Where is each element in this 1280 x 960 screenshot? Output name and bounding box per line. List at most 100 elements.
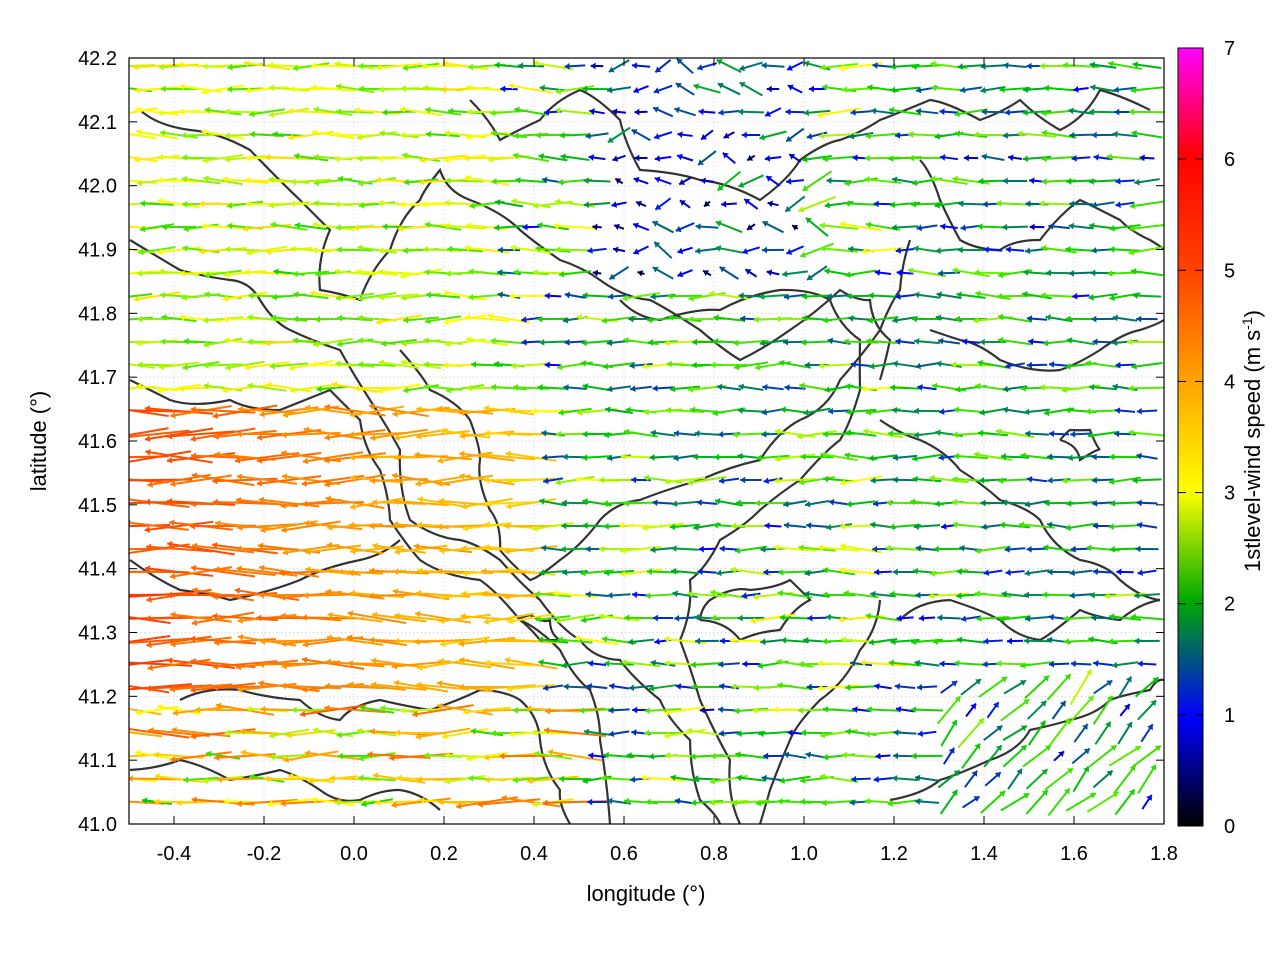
- wind-vector-head: [802, 155, 808, 163]
- wind-vector-head: [940, 223, 946, 230]
- wind-vector-head: [744, 199, 751, 205]
- wind-vector-head: [170, 572, 176, 580]
- wind-vector-head: [582, 454, 588, 461]
- wind-vector-head: [973, 317, 979, 324]
- wind-vector-head: [316, 385, 322, 393]
- wind-vector: [258, 498, 320, 508]
- wind-vector-head: [866, 409, 872, 416]
- wind-vector-head: [821, 799, 827, 807]
- wind-vector-head: [179, 314, 185, 321]
- wind-vector-head: [732, 431, 738, 438]
- wind-vector-head: [1041, 789, 1048, 796]
- wind-vector: [1129, 224, 1164, 231]
- wind-vector-head: [1110, 500, 1116, 507]
- wind-vector-head: [459, 683, 465, 691]
- wind-vector-head: [301, 614, 307, 621]
- wind-vector: [843, 340, 879, 344]
- wind-vector-head: [157, 197, 163, 205]
- wind-vector-head: [1088, 178, 1094, 185]
- wind-vector-head: [1114, 108, 1120, 116]
- wind-vector-head: [414, 638, 420, 646]
- wind-vector-head: [1150, 764, 1157, 771]
- wind-vector-head: [236, 663, 242, 671]
- wind-vector-head: [1069, 569, 1075, 577]
- wind-vector-head: [160, 338, 166, 346]
- wind-vector-head: [975, 290, 981, 298]
- wind-vector-head: [118, 84, 123, 91]
- wind-vector-head: [606, 339, 613, 347]
- wind-vector-head: [973, 131, 979, 139]
- wind-vector-head: [118, 294, 123, 301]
- wind-vector-head: [828, 498, 835, 506]
- wind-vector-head: [204, 291, 210, 298]
- wind-vector-head: [304, 404, 311, 412]
- wind-vector-head: [146, 641, 152, 649]
- wind-vector-head: [633, 176, 640, 184]
- wind-vector: [477, 798, 541, 806]
- wind-vector-head: [1069, 592, 1075, 599]
- wind-vector-head: [462, 524, 468, 532]
- wind-vector-head: [326, 634, 333, 642]
- wind-vector-head: [99, 664, 104, 671]
- wind-vector-head: [719, 682, 725, 690]
- wind-vector-head: [190, 435, 197, 443]
- wind-vector-head: [280, 800, 286, 807]
- wind-vector: [335, 84, 375, 94]
- wind-vector-head: [459, 472, 465, 480]
- wind-vector-head: [998, 313, 1004, 321]
- wind-vector-head: [760, 546, 766, 553]
- wind-vector-head: [249, 773, 256, 781]
- wind-vector: [438, 659, 492, 669]
- wind-vector-head: [222, 386, 228, 394]
- wind-vector-head: [509, 292, 515, 300]
- y-tick-label: 41.6: [78, 431, 117, 453]
- wind-vector-head: [1128, 384, 1134, 392]
- wind-vector-head: [1020, 452, 1026, 460]
- wind-vector-head: [1136, 521, 1143, 529]
- wind-vector-head: [179, 269, 185, 277]
- wind-vector-head: [1069, 131, 1075, 139]
- wind-vector-head: [166, 497, 173, 505]
- wind-vector: [537, 386, 569, 390]
- wind-vector-head: [376, 64, 382, 71]
- wind-vector: [889, 592, 921, 598]
- wind-vector: [133, 291, 181, 301]
- wind-vector-head: [999, 86, 1005, 94]
- wind-vector-head: [140, 200, 146, 207]
- wind-vector-head: [1089, 222, 1095, 230]
- wind-vector-head: [1025, 430, 1031, 438]
- wind-vector-head: [1108, 478, 1115, 486]
- wind-vector-head: [399, 201, 405, 209]
- wind-vector-head: [555, 478, 562, 486]
- wind-vector-head: [324, 403, 330, 411]
- wind-vector-head: [203, 175, 209, 183]
- wind-vector-head: [182, 244, 188, 252]
- wind-vector-head: [873, 500, 879, 507]
- wind-vector-head: [677, 247, 684, 255]
- terrain-contour-line: [129, 379, 612, 824]
- wind-vector-head: [264, 339, 270, 347]
- wind-vector: [822, 568, 856, 576]
- wind-vector-head: [1041, 769, 1048, 776]
- wind-vector: [1114, 788, 1136, 816]
- wind-vector: [402, 62, 440, 70]
- wind-vector-head: [930, 175, 936, 183]
- wind-vector-head: [423, 337, 429, 344]
- wind-vector-head: [1129, 765, 1136, 772]
- wind-vector-head: [917, 384, 923, 391]
- wind-vector: [129, 661, 193, 667]
- wind-vector-head: [484, 429, 490, 437]
- wind-vector-head: [875, 752, 881, 760]
- wind-vector-head: [415, 590, 421, 597]
- wind-vector-head: [464, 314, 471, 321]
- wind-vector: [504, 545, 558, 553]
- wind-vector-head: [315, 316, 321, 323]
- wind-vector-head: [765, 110, 772, 117]
- wind-vector-head: [419, 156, 425, 164]
- wind-vector-head: [280, 502, 286, 510]
- wind-vector-head: [490, 729, 496, 737]
- wind-vector-head: [1108, 638, 1114, 645]
- wind-vector-head: [843, 590, 849, 597]
- wind-vector: [820, 452, 858, 462]
- wind-vector-head: [129, 519, 131, 527]
